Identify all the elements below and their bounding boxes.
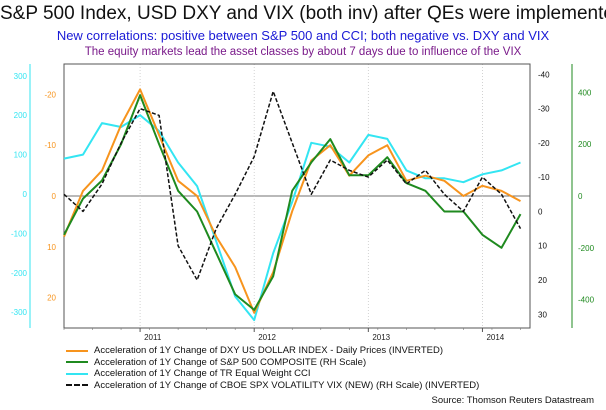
axes xyxy=(29,63,573,332)
x-tick-label: 2014 xyxy=(486,333,504,342)
chart-subtitle: New correlations: positive between S&P 5… xyxy=(56,28,550,43)
series-line-spx xyxy=(63,94,522,311)
legend-label-vix: Acceleration of 1Y Change of CBOE SPX VO… xyxy=(94,379,480,391)
left-outer-tick-label: -200 xyxy=(11,269,28,278)
legend-swatch-spx xyxy=(66,361,88,364)
legend-swatch-dxy xyxy=(66,349,88,352)
right-inner-tick-label: 0 xyxy=(538,207,543,216)
x-tick-label: 2013 xyxy=(372,333,390,342)
right-inner-tick-label: -40 xyxy=(538,70,550,79)
source-note: Source: Thomson Reuters Datastream xyxy=(431,395,594,406)
left-outer-tick-label: -100 xyxy=(11,229,28,238)
tick-labels: 2011 2012 2013 20143002001000-100-200-300-2… xyxy=(11,70,595,342)
left-outer-tick-label: 200 xyxy=(14,111,28,120)
right-inner-tick-label: -30 xyxy=(538,105,550,114)
right-outer-tick-label: 0 xyxy=(578,192,583,201)
right-outer-tick-label: 200 xyxy=(578,140,592,149)
right-outer-tick-label: -400 xyxy=(578,296,595,305)
legend-entry-vix: Acceleration of 1Y Change of CBOE SPX VO… xyxy=(66,380,546,392)
legend-entry-spx: Acceleration of 1Y Change of S&P 500 COM… xyxy=(66,357,546,369)
left-outer-tick-label: 0 xyxy=(23,190,28,199)
left-inner-tick-label: 20 xyxy=(47,294,56,303)
left-inner-tick-label: 10 xyxy=(47,243,56,252)
right-inner-tick-label: 10 xyxy=(538,242,547,251)
legend-swatch-cci xyxy=(66,372,88,375)
right-outer-tick-label: -200 xyxy=(578,244,595,253)
legend-label-cci: Acceleration of 1Y Change of TR Equal We… xyxy=(94,368,311,380)
chart-subtitle-2: The equity markets lead the asset classe… xyxy=(84,46,522,58)
right-inner-tick-label: -20 xyxy=(538,139,550,148)
plot-frame xyxy=(63,63,531,329)
right-inner-tick-label: -10 xyxy=(538,173,550,182)
x-tick-label: 2012 xyxy=(258,333,276,342)
left-outer-tick-label: 300 xyxy=(14,72,28,81)
right-outer-tick-label: 400 xyxy=(578,88,592,97)
legend-label-dxy: Acceleration of 1Y Change of DXY US DOLL… xyxy=(94,345,443,357)
series-line-dxy xyxy=(63,88,521,314)
left-outer-tick-label: -300 xyxy=(11,308,28,317)
left-outer-tick-label: 100 xyxy=(14,151,28,160)
legend-entry-cci: Acceleration of 1Y Change of TR Equal We… xyxy=(66,368,546,380)
legend: Acceleration of 1Y Change of DXY US DOLL… xyxy=(66,345,546,391)
series-lines xyxy=(63,88,522,322)
left-inner-tick-label: -10 xyxy=(44,141,56,150)
chart-title: S&P 500 Index, USD DXY and VIX (both inv… xyxy=(0,3,606,24)
right-inner-tick-label: 20 xyxy=(538,276,547,285)
legend-entry-dxy: Acceleration of 1Y Change of DXY US DOLL… xyxy=(66,345,546,357)
left-inner-tick-label: 0 xyxy=(52,192,57,201)
series-line-cci xyxy=(63,114,521,322)
legend-label-spx: Acceleration of 1Y Change of S&P 500 COM… xyxy=(94,356,367,368)
left-inner-tick-label: -20 xyxy=(44,90,56,99)
legend-swatch-vix xyxy=(66,384,88,387)
right-inner-tick-label: 30 xyxy=(538,310,547,319)
x-tick-label: 2011 xyxy=(144,333,162,342)
